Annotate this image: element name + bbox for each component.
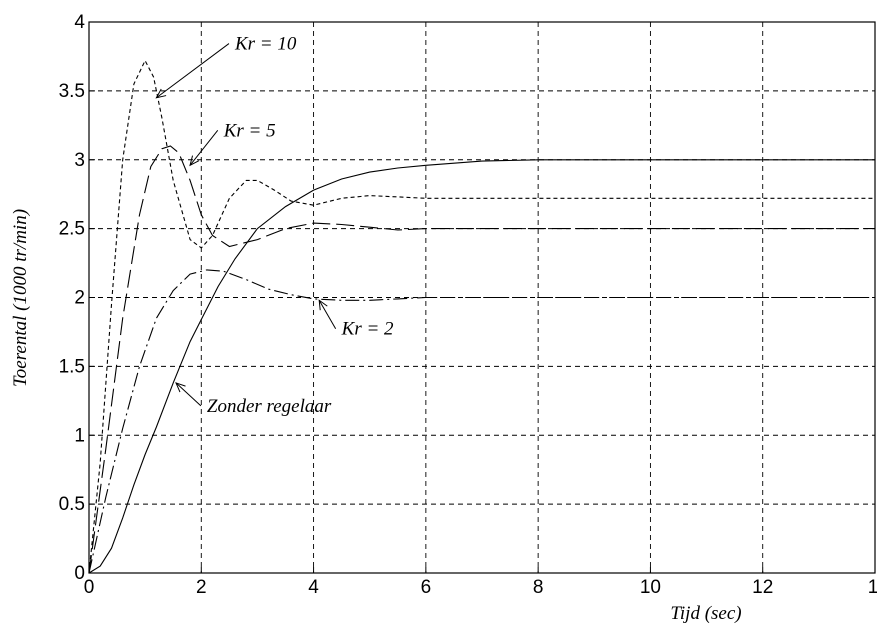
series-lines <box>88 59 875 574</box>
x-tick-label: 10 <box>640 577 661 598</box>
y-axis-label: Toerental (1000 tr/min) <box>10 209 31 387</box>
axis-ticks: 0 2 4 6 8 10 12 100.511.522.533.54 <box>59 12 877 598</box>
y-tick-label: 3.5 <box>59 81 85 102</box>
annotation-label: Zonder regelaar <box>207 396 332 417</box>
x-tick-label: 1 <box>868 577 877 598</box>
annotation-arrow <box>156 43 230 99</box>
annotation-label: Kr = 10 <box>234 34 297 55</box>
grid-lines <box>89 22 875 573</box>
y-tick-label: 4 <box>74 12 85 33</box>
y-tick-label: 0 <box>74 563 85 584</box>
y-tick-label: 3 <box>74 150 85 171</box>
annotation-arrowhead <box>155 88 167 99</box>
annotation-label: Kr = 5 <box>223 120 276 141</box>
annotation-arrow <box>318 300 337 329</box>
series-line-0 <box>88 159 875 574</box>
annotation-arrowhead <box>318 299 328 311</box>
annotation-arrowhead <box>175 382 186 393</box>
x-tick-label: 8 <box>533 577 544 598</box>
series-line-3 <box>88 59 875 574</box>
x-tick-label: 4 <box>308 577 319 598</box>
y-tick-label: 1.5 <box>59 356 85 377</box>
x-tick-label: 12 <box>752 577 773 598</box>
x-tick-label: 2 <box>196 577 207 598</box>
series-line-2 <box>88 145 875 574</box>
y-tick-label: 2 <box>74 288 85 309</box>
annotation-arrow <box>189 130 219 166</box>
x-axis-label: Tijd (sec) <box>670 603 741 624</box>
annotation-arrowhead <box>189 155 200 167</box>
y-tick-label: 1 <box>74 425 85 446</box>
annotation-label: Kr = 2 <box>341 319 394 340</box>
x-tick-label: 0 <box>84 577 95 598</box>
y-tick-label: 2.5 <box>59 219 85 240</box>
series-line-1 <box>88 269 875 574</box>
y-tick-label: 0.5 <box>59 494 85 515</box>
annotation-arrow <box>175 382 202 407</box>
x-tick-label: 6 <box>421 577 432 598</box>
annotations: Kr = 10 Kr = 5 Kr = 2 Zonder regelaar <box>155 34 394 417</box>
